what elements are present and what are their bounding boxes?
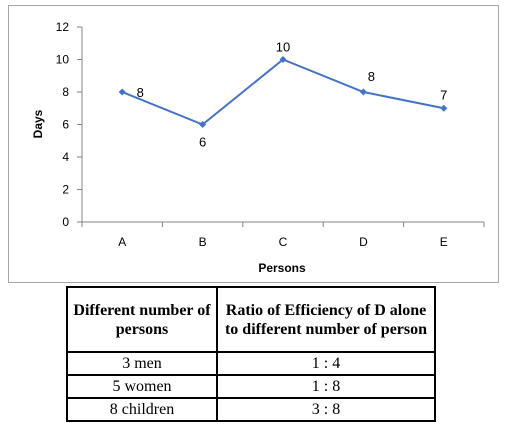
y-tick-label: 8 (62, 85, 69, 99)
chart-frame (8, 5, 499, 283)
y-axis-title: Days (31, 109, 45, 138)
cell-ratio: 1 : 4 (216, 351, 436, 376)
cell-ratio: 1 : 8 (216, 374, 436, 399)
data-label: 6 (199, 135, 206, 150)
cell-persons: 8 children (66, 397, 218, 422)
x-tick-label: C (279, 235, 288, 249)
data-point (359, 88, 367, 96)
x-tick-label: E (440, 235, 448, 249)
y-tick-label: 12 (56, 20, 70, 34)
table-header-row: Different number of persons Ratio of Eff… (66, 286, 436, 353)
x-axis-title: Persons (258, 261, 306, 275)
data-point (118, 88, 126, 96)
data-label: 7 (440, 87, 447, 102)
data-label: 10 (276, 40, 290, 55)
cell-persons: 5 women (66, 374, 218, 399)
y-tick-label: 0 (62, 215, 69, 229)
table-row: 5 women 1 : 8 (66, 374, 436, 399)
series-line (121, 58, 444, 126)
y-tick-label: 6 (62, 118, 69, 132)
y-tick-label: 4 (62, 150, 69, 164)
cell-ratio: 3 : 8 (216, 397, 436, 422)
cell-persons: 3 men (66, 351, 218, 376)
data-point (199, 121, 207, 128)
y-tick-label: 2 (62, 183, 69, 197)
header-ratio: Ratio of Efficiency of D alone to differ… (216, 286, 436, 353)
data-point (440, 104, 448, 112)
data-point (279, 56, 287, 63)
efficiency-table: Different number of persons Ratio of Eff… (66, 286, 436, 422)
x-tick-label: B (199, 235, 207, 249)
y-tick-label: 10 (56, 53, 70, 67)
header-persons: Different number of persons (66, 286, 218, 353)
data-label: 8 (368, 69, 375, 84)
table-row: 3 men 1 : 4 (66, 351, 436, 376)
x-tick-label: A (118, 235, 126, 249)
data-label: 8 (137, 85, 144, 100)
line-chart: 0 2 4 6 8 10 12 A B C D E 8 6 10 8 7 Persons Days (31, 20, 485, 275)
table-row: 8 children 3 : 8 (66, 397, 436, 422)
x-tick-label: D (359, 235, 368, 249)
